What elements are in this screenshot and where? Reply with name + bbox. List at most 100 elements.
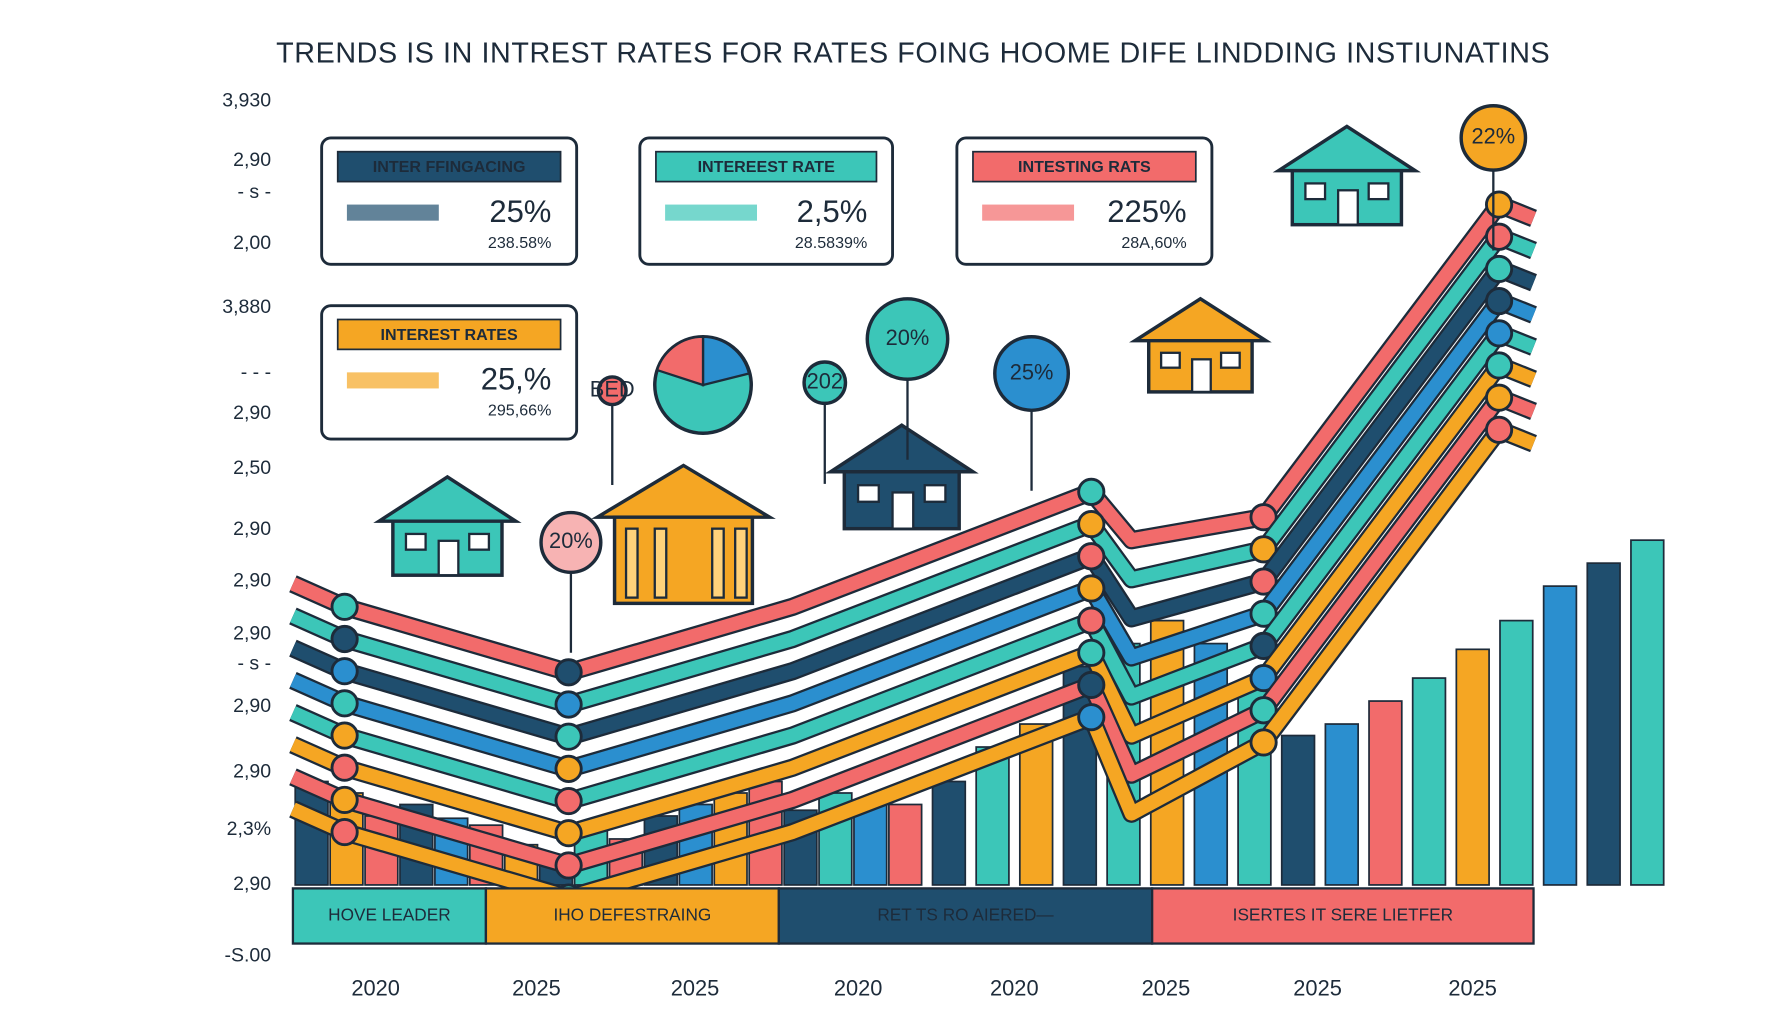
y-label: 3,930 xyxy=(222,89,271,111)
house-window xyxy=(1219,351,1241,369)
marker xyxy=(1249,535,1278,564)
marker xyxy=(1077,703,1106,732)
callout-sub: 28.5839% xyxy=(795,234,867,252)
band xyxy=(484,887,780,945)
callout-bar xyxy=(665,204,758,221)
bar xyxy=(975,746,1010,886)
x-label: 2020 xyxy=(351,975,400,1000)
marker xyxy=(1077,638,1106,667)
bar xyxy=(1499,619,1534,886)
bar xyxy=(1280,734,1316,886)
bar xyxy=(1368,700,1403,886)
bubble xyxy=(865,297,950,381)
house-door xyxy=(437,539,460,577)
band xyxy=(1151,887,1535,945)
y-label: - s - xyxy=(237,181,271,203)
marker xyxy=(1077,670,1106,700)
house-window xyxy=(1304,182,1327,201)
house-roof xyxy=(824,423,979,474)
marker xyxy=(554,819,583,848)
y-label: 2,90 xyxy=(233,695,271,717)
bar xyxy=(1324,723,1359,886)
marker xyxy=(1485,222,1514,251)
band-label: HOVE LEADER xyxy=(328,905,450,925)
callout-sub: 295,66% xyxy=(488,402,551,420)
y-label: 3,880 xyxy=(222,296,271,318)
callout-title: INTESTING RATS xyxy=(1018,158,1151,176)
marker xyxy=(330,624,359,654)
bubble-label: 25% xyxy=(1010,359,1054,384)
bank-column xyxy=(734,527,748,599)
bar xyxy=(888,803,923,886)
marker xyxy=(1249,599,1278,628)
band xyxy=(291,887,488,945)
y-label: 2,00 xyxy=(233,232,271,254)
marker xyxy=(1485,415,1514,444)
x-label: 2020 xyxy=(834,975,883,1000)
marker xyxy=(330,657,359,686)
callout-header xyxy=(336,318,562,351)
y-label: 2,90 xyxy=(233,402,271,424)
marker xyxy=(554,658,583,687)
marker xyxy=(1077,509,1106,539)
bar xyxy=(1542,585,1578,886)
marker xyxy=(1485,254,1514,284)
labels: 3,930 2,90 - s - 2,00 3,880 - - - 2,90 2,50 2,90… xyxy=(222,89,1535,1000)
house-window xyxy=(468,532,491,551)
callout-header xyxy=(336,150,562,183)
marker xyxy=(330,817,359,847)
x-label: 2020 xyxy=(990,975,1039,1000)
callout-bar xyxy=(346,204,439,221)
pie-slice xyxy=(655,335,705,387)
title: TRENDS IS IN INTREST RATES FOR RATES FOI… xyxy=(276,38,1550,70)
y-label: 2,90 xyxy=(233,518,271,540)
y-label: 2,90 xyxy=(233,873,271,895)
marker xyxy=(1485,190,1514,219)
bubble-label: BED xyxy=(590,377,635,402)
callout-header xyxy=(972,150,1197,183)
bubble-label: 20% xyxy=(886,325,930,350)
marker xyxy=(554,786,583,816)
house-roof xyxy=(1272,124,1422,173)
marker xyxy=(554,754,583,783)
marker xyxy=(1485,383,1514,412)
marker xyxy=(1249,696,1278,725)
y-label: 2,90 xyxy=(233,570,271,592)
callout-title: INTER FFINGACING xyxy=(373,158,526,176)
x-label: 2025 xyxy=(1293,975,1342,1000)
callout-bar xyxy=(982,204,1075,221)
bubble-label: 22% xyxy=(1471,124,1515,149)
callout-sub: 28A,60% xyxy=(1121,234,1186,252)
marker xyxy=(1077,606,1106,635)
x-label: 2025 xyxy=(1448,975,1497,1000)
marker xyxy=(1077,574,1106,603)
marker xyxy=(330,689,359,718)
house-window xyxy=(856,484,880,503)
callout-value: 2,5% xyxy=(797,194,868,229)
house-roof xyxy=(373,474,522,523)
bank-column xyxy=(653,527,668,599)
bar xyxy=(1630,539,1665,886)
y-label: 2,3% xyxy=(227,818,271,840)
band-label: IHO DEFESTRAING xyxy=(553,905,711,925)
house-window xyxy=(1159,351,1181,369)
house-window xyxy=(404,532,427,551)
callout-title: INTEREEST RATE xyxy=(698,158,836,176)
y-label: 2,90 xyxy=(233,760,271,782)
callout-header xyxy=(655,150,878,183)
marker xyxy=(554,690,583,719)
bar xyxy=(853,803,888,886)
house-window xyxy=(1367,182,1390,201)
bar xyxy=(931,780,967,886)
band xyxy=(777,887,1154,945)
bubble-label: 202 xyxy=(807,368,843,393)
marker xyxy=(1249,503,1278,532)
x-label: 2025 xyxy=(512,975,561,1000)
decorations xyxy=(320,104,1528,653)
pie-slice xyxy=(701,335,751,387)
band-label: RET TS RO AIERED— xyxy=(877,905,1054,925)
callout-value: 225% xyxy=(1107,194,1186,229)
bubble-label: 20% xyxy=(549,528,593,553)
bubble xyxy=(802,360,848,406)
